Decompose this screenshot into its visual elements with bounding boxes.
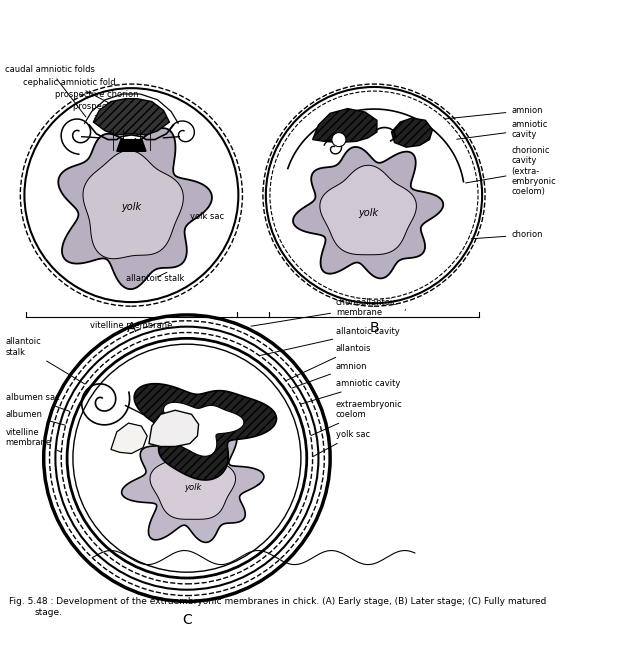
Circle shape xyxy=(73,344,301,572)
Circle shape xyxy=(24,88,239,302)
Text: chorioallantoic
membrane: chorioallantoic membrane xyxy=(251,298,398,327)
Text: extraembryonic
coelom: extraembryonic coelom xyxy=(236,400,403,469)
Circle shape xyxy=(270,91,478,299)
Polygon shape xyxy=(293,147,443,279)
Text: prospective amnion: prospective amnion xyxy=(73,102,158,125)
Polygon shape xyxy=(117,140,146,151)
Text: yolk sac: yolk sac xyxy=(248,430,370,492)
Text: chorionic
cavity
(extra-
embryonic
coelom): chorionic cavity (extra- embryonic coelo… xyxy=(466,146,556,196)
Text: yolk: yolk xyxy=(184,483,202,492)
Circle shape xyxy=(50,321,324,596)
Circle shape xyxy=(20,84,242,306)
Circle shape xyxy=(67,338,307,578)
Polygon shape xyxy=(150,445,235,519)
Circle shape xyxy=(56,327,318,590)
Text: albumen: albumen xyxy=(6,410,126,441)
Text: amniotic
cavity: amniotic cavity xyxy=(457,120,548,140)
Text: ,: , xyxy=(403,303,406,312)
Polygon shape xyxy=(122,426,264,543)
Polygon shape xyxy=(320,166,417,255)
Polygon shape xyxy=(149,410,198,446)
Text: yolk stalk: yolk stalk xyxy=(107,124,147,145)
Text: vitelline
membrane: vitelline membrane xyxy=(6,428,105,471)
Text: amnion: amnion xyxy=(206,362,367,419)
Text: allantois: allantois xyxy=(248,344,371,398)
Text: allantoic stalk: allantoic stalk xyxy=(126,273,184,283)
Text: C: C xyxy=(182,613,192,627)
Polygon shape xyxy=(93,98,169,135)
Text: albumen sac: albumen sac xyxy=(6,394,119,429)
Text: allantoic cavity: allantoic cavity xyxy=(248,327,400,358)
Circle shape xyxy=(61,332,313,584)
Polygon shape xyxy=(313,108,377,142)
Text: amnion: amnion xyxy=(445,106,543,119)
Polygon shape xyxy=(163,402,244,456)
Text: caudal amniotic folds: caudal amniotic folds xyxy=(4,65,94,117)
Polygon shape xyxy=(83,150,183,259)
Text: cephalic amniotic fold: cephalic amniotic fold xyxy=(23,78,117,107)
Circle shape xyxy=(263,84,485,306)
Text: amniotic cavity: amniotic cavity xyxy=(204,380,401,433)
Polygon shape xyxy=(134,384,276,480)
Polygon shape xyxy=(58,128,212,289)
Text: A: A xyxy=(126,321,136,334)
Text: allantoic
stalk: allantoic stalk xyxy=(6,337,94,390)
Text: vitelline membrane: vitelline membrane xyxy=(90,321,172,331)
Text: B: B xyxy=(369,321,379,334)
Polygon shape xyxy=(392,118,433,147)
Circle shape xyxy=(266,87,482,303)
Polygon shape xyxy=(111,423,147,454)
Circle shape xyxy=(43,315,330,601)
Text: allantois: allantois xyxy=(93,114,145,136)
Text: yolk: yolk xyxy=(121,201,142,212)
Text: prospective chorion: prospective chorion xyxy=(56,90,157,115)
Text: chorion: chorion xyxy=(471,230,543,239)
Text: stage.: stage. xyxy=(35,608,63,617)
Circle shape xyxy=(332,132,346,146)
Text: Fig. 5.48 : Development of the extraembryonic membranes in chick. (A) Early stag: Fig. 5.48 : Development of the extraembr… xyxy=(9,597,546,606)
Text: yolk: yolk xyxy=(358,207,378,217)
Text: yolk sac: yolk sac xyxy=(190,212,224,221)
